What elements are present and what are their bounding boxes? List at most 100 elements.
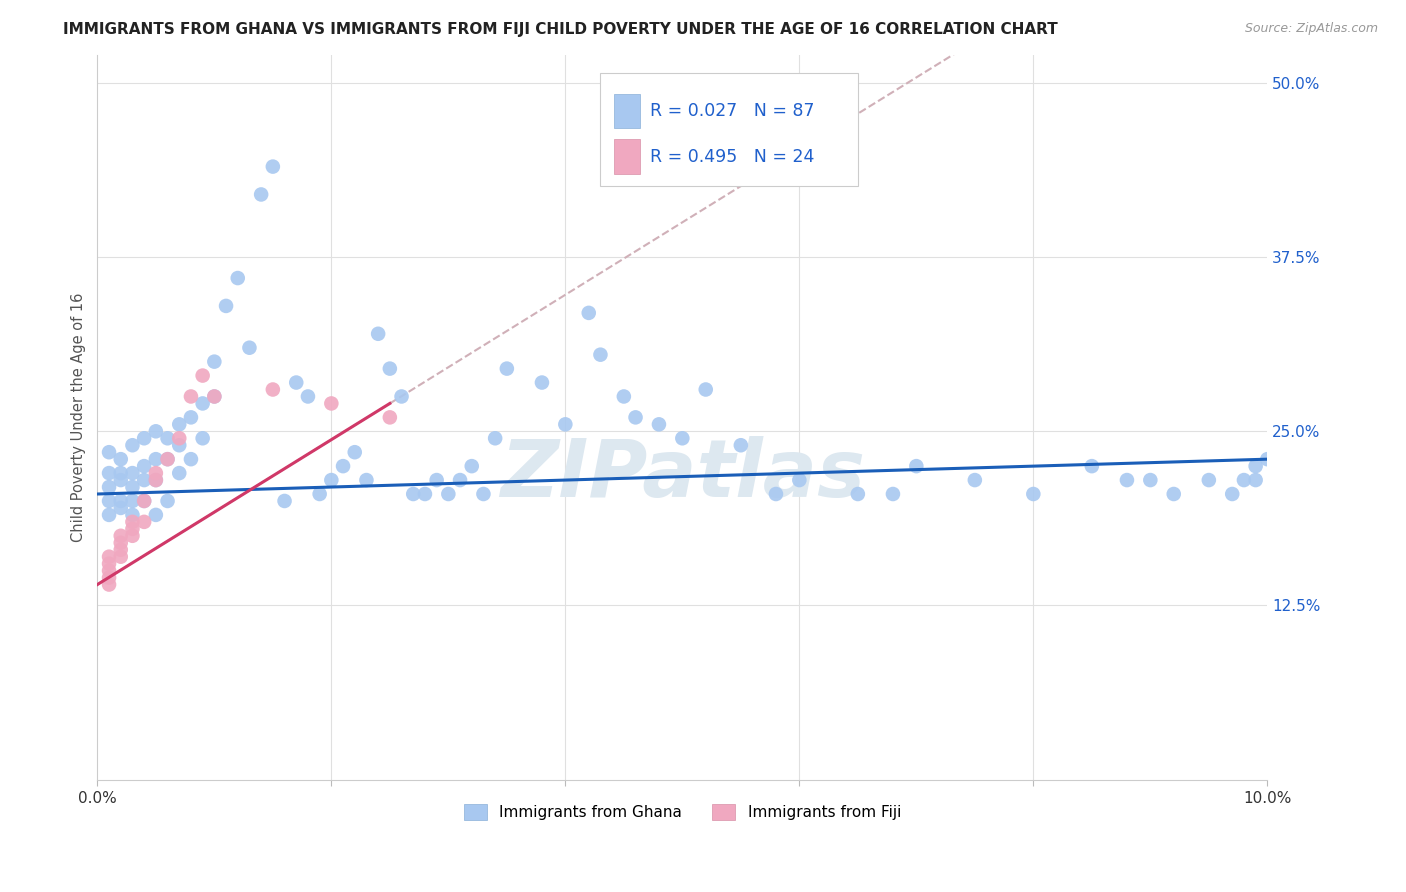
Point xyxy=(613,389,636,403)
Point xyxy=(308,487,330,501)
Point xyxy=(121,515,143,529)
Point xyxy=(413,487,436,501)
Point xyxy=(321,473,343,487)
Point xyxy=(356,473,378,487)
Point xyxy=(134,494,156,508)
Point xyxy=(98,557,121,571)
Point xyxy=(134,473,156,487)
Point xyxy=(145,473,167,487)
Point xyxy=(426,473,449,487)
Text: R = 0.495   N = 24: R = 0.495 N = 24 xyxy=(650,147,814,166)
Point xyxy=(250,187,273,202)
Point xyxy=(98,508,121,522)
Point xyxy=(472,487,495,501)
Point xyxy=(1244,473,1267,487)
Point xyxy=(121,522,143,536)
Point xyxy=(238,341,260,355)
Point xyxy=(391,389,413,403)
Point xyxy=(145,466,167,480)
Text: R = 0.027   N = 87: R = 0.027 N = 87 xyxy=(650,102,814,120)
Point xyxy=(1022,487,1045,501)
Point xyxy=(110,500,132,515)
Text: Source: ZipAtlas.com: Source: ZipAtlas.com xyxy=(1244,22,1378,36)
Point xyxy=(121,494,143,508)
Point xyxy=(167,431,190,445)
Point xyxy=(180,452,202,467)
Point xyxy=(963,473,986,487)
Point xyxy=(121,438,143,452)
Point xyxy=(134,431,156,445)
Point xyxy=(98,445,121,459)
Point xyxy=(262,383,284,397)
Point xyxy=(98,571,121,585)
Point xyxy=(765,487,787,501)
Bar xyxy=(614,139,640,174)
Point xyxy=(905,459,928,474)
Point xyxy=(110,542,132,557)
Point xyxy=(215,299,238,313)
Point xyxy=(554,417,576,432)
Point xyxy=(134,515,156,529)
Point xyxy=(121,508,143,522)
Point xyxy=(1139,473,1161,487)
Point xyxy=(98,549,121,564)
Point xyxy=(378,410,401,425)
Point xyxy=(191,396,214,410)
Point xyxy=(367,326,389,341)
Point xyxy=(121,529,143,543)
Point xyxy=(378,361,401,376)
Point xyxy=(461,459,484,474)
Point xyxy=(156,494,179,508)
Point xyxy=(671,431,693,445)
Point xyxy=(121,466,143,480)
Point xyxy=(202,389,225,403)
Point xyxy=(1163,487,1185,501)
Point xyxy=(321,396,343,410)
Point xyxy=(589,348,612,362)
Point xyxy=(180,410,202,425)
Point xyxy=(156,452,179,467)
FancyBboxPatch shape xyxy=(600,73,858,186)
Point xyxy=(191,431,214,445)
Point xyxy=(1198,473,1220,487)
Point xyxy=(145,473,167,487)
Text: ZIPatlas: ZIPatlas xyxy=(501,436,865,515)
Point xyxy=(495,361,517,376)
Point xyxy=(110,535,132,549)
Point xyxy=(1244,459,1267,474)
Bar xyxy=(614,94,640,128)
Text: IMMIGRANTS FROM GHANA VS IMMIGRANTS FROM FIJI CHILD POVERTY UNDER THE AGE OF 16 : IMMIGRANTS FROM GHANA VS IMMIGRANTS FROM… xyxy=(63,22,1059,37)
Legend: Immigrants from Ghana, Immigrants from Fiji: Immigrants from Ghana, Immigrants from F… xyxy=(458,798,907,826)
Point xyxy=(578,306,600,320)
Point xyxy=(110,466,132,480)
Point xyxy=(98,480,121,494)
Point xyxy=(789,473,811,487)
Point xyxy=(695,383,717,397)
Point xyxy=(343,445,366,459)
Point xyxy=(202,389,225,403)
Point xyxy=(110,549,132,564)
Point xyxy=(1220,487,1243,501)
Point xyxy=(1081,459,1104,474)
Point xyxy=(167,466,190,480)
Point xyxy=(110,452,132,467)
Point xyxy=(134,494,156,508)
Point xyxy=(297,389,319,403)
Point xyxy=(145,508,167,522)
Point xyxy=(273,494,295,508)
Point xyxy=(437,487,460,501)
Point xyxy=(648,417,671,432)
Point xyxy=(145,425,167,439)
Point xyxy=(110,494,132,508)
Point xyxy=(730,438,752,452)
Point xyxy=(285,376,308,390)
Point xyxy=(156,431,179,445)
Point xyxy=(167,417,190,432)
Point xyxy=(449,473,471,487)
Point xyxy=(156,452,179,467)
Point xyxy=(202,354,225,368)
Point xyxy=(191,368,214,383)
Point xyxy=(402,487,425,501)
Point xyxy=(1233,473,1256,487)
Point xyxy=(167,438,190,452)
